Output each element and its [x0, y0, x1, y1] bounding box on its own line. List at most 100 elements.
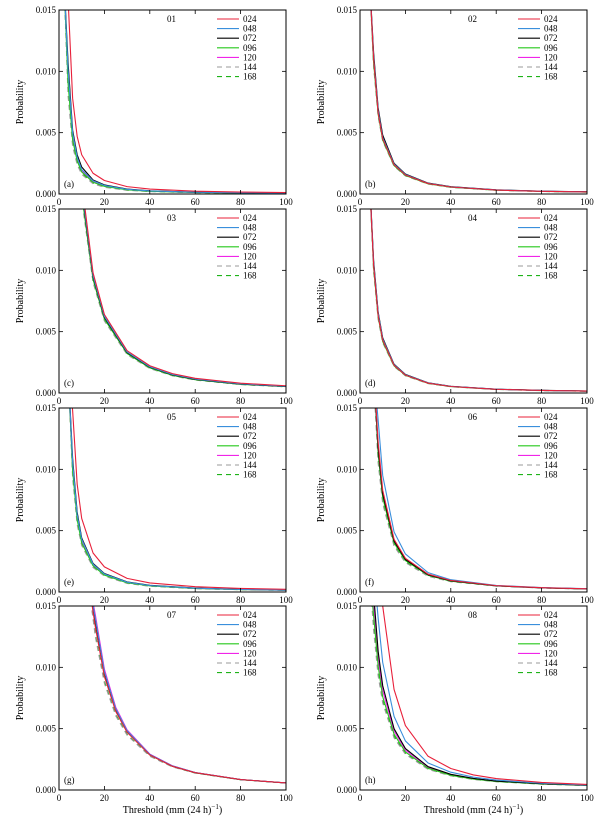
legend-label-096: 096: [544, 242, 558, 252]
y-tick-label: 0.010: [36, 662, 57, 672]
x-tick-label: 20: [401, 595, 411, 605]
y-axis-label: Probability: [15, 676, 26, 720]
panel-title: 04: [468, 213, 478, 223]
x-tick-label: 100: [580, 793, 594, 803]
x-tick-label: 0: [358, 595, 363, 605]
legend-label-168: 168: [243, 668, 257, 678]
x-tick-label: 20: [100, 197, 110, 207]
y-tick-label: 0.015: [36, 204, 57, 214]
x-tick-label: 100: [580, 396, 594, 406]
x-tick-label: 20: [401, 396, 411, 406]
legend-label-024: 024: [544, 14, 558, 24]
x-tick-label: 60: [492, 197, 502, 207]
panel-01: 0 20 40 60 80 100 0.000 0.005 0.010 0.015 Probabil…: [15, 5, 293, 207]
legend-label-120: 120: [243, 450, 257, 460]
x-tick-label: 0: [57, 793, 62, 803]
x-tick-label: 60: [191, 197, 201, 207]
x-tick-label: 0: [57, 197, 62, 207]
x-tick-label: 100: [279, 793, 293, 803]
series-line-048: [83, 209, 286, 387]
legend-label-168: 168: [243, 72, 257, 82]
y-tick-label: 0.010: [36, 265, 57, 275]
panel-letter: (b): [365, 179, 376, 189]
legend-label-144: 144: [544, 62, 558, 72]
y-axis-label: Probability: [15, 80, 26, 124]
legend-label-048: 048: [243, 223, 257, 233]
y-axis-label: Probability: [15, 279, 26, 323]
legend-label-048: 048: [544, 620, 558, 630]
y-axis-label: Probability: [316, 80, 327, 124]
legend-label-048: 048: [544, 223, 558, 233]
legend-label-096: 096: [544, 441, 558, 451]
series-group: [82, 209, 286, 388]
series-line-024: [375, 408, 587, 590]
x-tick-label: 60: [191, 595, 201, 605]
x-tick-label: 80: [537, 396, 547, 406]
legend-label-096: 096: [544, 639, 558, 649]
legend-label-144: 144: [544, 658, 558, 668]
y-tick-label: 0.000: [36, 189, 57, 199]
legend-label-072: 072: [243, 33, 257, 43]
x-tick-label: 80: [236, 793, 246, 803]
legend-label-168: 168: [544, 72, 558, 82]
x-tick-label: 0: [57, 595, 62, 605]
y-tick-label: 0.000: [36, 388, 57, 398]
panel-04: 0 20 40 60 80 100 0.000 0.005 0.010 0.015 Probabil…: [316, 204, 594, 406]
legend-label-144: 144: [544, 460, 558, 470]
legend-label-024: 024: [243, 213, 257, 223]
series-line-024: [71, 408, 286, 590]
legend-label-120: 120: [544, 52, 558, 62]
series-line-024: [91, 606, 286, 784]
x-tick-label: 40: [446, 396, 456, 406]
panel-07: 0 20 40 60 80 100 0.000 0.005 0.010 0.015 Probabil…: [15, 601, 293, 816]
legend-label-072: 072: [544, 33, 558, 43]
y-tick-label: 0.015: [337, 204, 358, 214]
x-tick-label: 40: [446, 793, 456, 803]
series-group: [370, 10, 587, 193]
legend-label-096: 096: [243, 242, 257, 252]
plot-frame: [359, 407, 588, 593]
panel-letter: (c): [64, 378, 74, 388]
x-tick-label: 40: [446, 595, 456, 605]
legend-label-120: 120: [544, 648, 558, 658]
series-line-024: [84, 209, 286, 387]
legend-label-144: 144: [243, 658, 257, 668]
panel-03: 0 20 40 60 80 100 0.000 0.005 0.010 0.015 Probabil…: [15, 204, 293, 406]
legend-label-024: 024: [243, 610, 257, 620]
legend-label-144: 144: [243, 261, 257, 271]
legend-label-048: 048: [243, 620, 257, 630]
x-tick-label: 60: [191, 793, 201, 803]
x-tick-label: 20: [100, 595, 110, 605]
panel-letter: (e): [64, 577, 74, 587]
x-tick-label: 100: [580, 595, 594, 605]
x-tick-label: 80: [236, 197, 246, 207]
x-tick-label: 80: [537, 595, 547, 605]
plot-frame: [58, 605, 287, 791]
y-tick-label: 0.005: [36, 526, 57, 536]
x-tick-label: 80: [236, 396, 246, 406]
y-tick-label: 0.015: [337, 5, 358, 15]
plot-frame: [359, 208, 588, 394]
y-tick-label: 0.005: [337, 526, 358, 536]
legend-label-096: 096: [243, 441, 257, 451]
x-tick-label: 100: [580, 197, 594, 207]
legend-label-144: 144: [243, 62, 257, 72]
plot-frame: [58, 9, 287, 195]
legend-label-168: 168: [544, 470, 558, 480]
series-line-024: [370, 10, 587, 193]
legend-label-096: 096: [243, 639, 257, 649]
legend-label-048: 048: [544, 24, 558, 34]
panel-08: 0 20 40 60 80 100 0.000 0.005 0.010 0.015 Probabil…: [316, 601, 594, 816]
y-tick-label: 0.005: [337, 128, 358, 138]
legend-label-024: 024: [544, 412, 558, 422]
legend-label-096: 096: [243, 43, 257, 53]
x-axis-label: Threshold (mm (24 h)−1): [123, 803, 222, 816]
x-tick-label: 80: [537, 793, 547, 803]
y-tick-label: 0.005: [36, 128, 57, 138]
x-tick-label: 40: [446, 197, 456, 207]
y-tick-label: 0.000: [337, 189, 358, 199]
